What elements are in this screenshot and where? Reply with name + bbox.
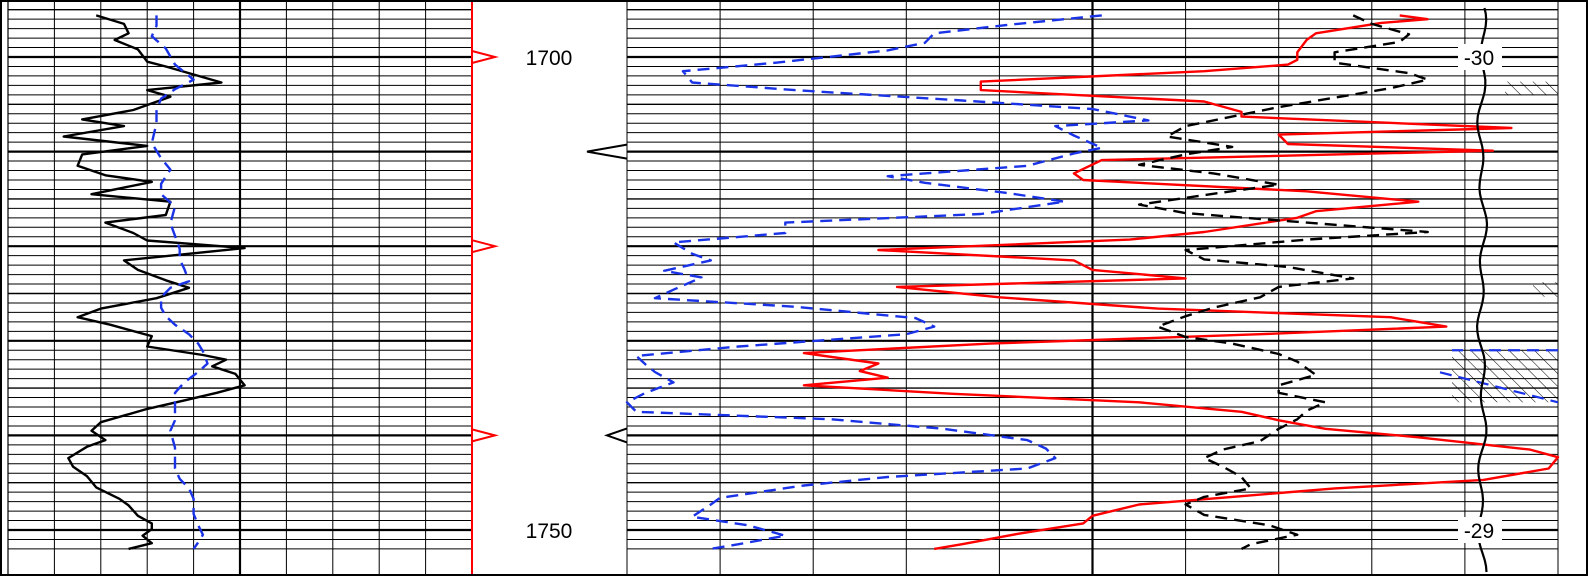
- depth-markers: [471, 0, 628, 576]
- scale-label-bg: [1458, 517, 1502, 543]
- hatched-interval: [1533, 282, 1558, 297]
- depth-tick-marker: [471, 428, 499, 443]
- hatched-interval: [1505, 81, 1558, 96]
- reference-curve: [1475, 7, 1489, 573]
- log-curve-track1-series1: [62, 14, 246, 551]
- hatched-interval: [1452, 350, 1558, 403]
- log-curve-track2-series1: [802, 14, 1560, 551]
- log-curve-track2-series3: [1137, 14, 1429, 550]
- log-curve-track2-series2: [625, 14, 1150, 551]
- lithology-marker: [603, 427, 628, 444]
- scale-label-bg: [1458, 44, 1502, 70]
- depth-tick-marker: [471, 50, 499, 64]
- log-curves: [62, 7, 1560, 573]
- lithology-marker: [586, 143, 628, 160]
- depth-label: 1700: [526, 47, 573, 70]
- depth-label: 1750: [526, 520, 573, 543]
- depth-labels: 1700 1750 -30 -29: [526, 44, 1502, 543]
- scale-label: -29: [1464, 520, 1494, 543]
- grid: [7, 0, 1559, 576]
- scale-label: -30: [1464, 47, 1494, 70]
- shaded-intervals: [1439, 81, 1559, 404]
- hatched-interval-boundary: [1439, 349, 1559, 404]
- log-curve-track1-series2: [150, 15, 209, 550]
- depth-tick-marker: [471, 239, 499, 254]
